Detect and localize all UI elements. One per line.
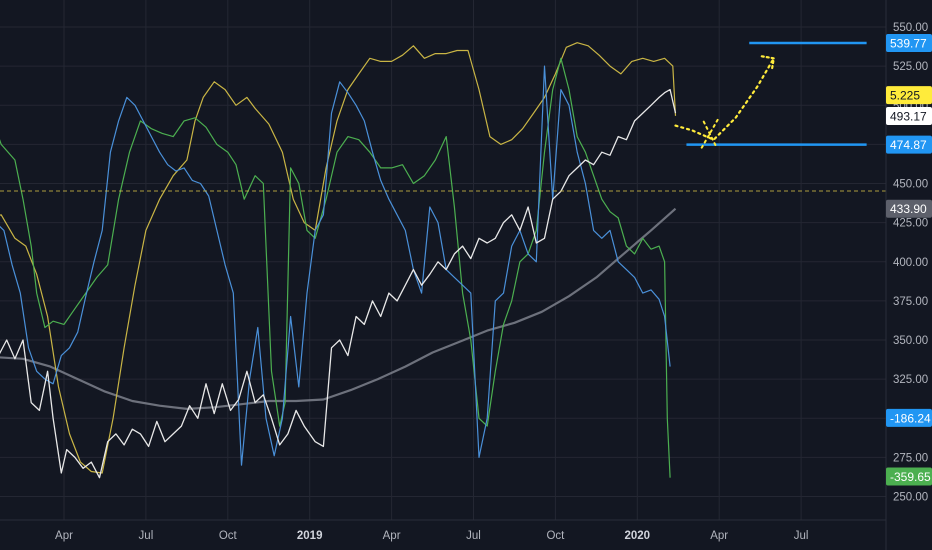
time-tick-label: Apr	[710, 530, 728, 542]
price-label-badge: -359.65	[886, 467, 932, 486]
series-line-green	[0, 57, 671, 478]
price-label-text: 474.87	[890, 138, 927, 152]
price-label-text: -186.24	[890, 411, 931, 425]
price-tick-label: 525.00	[893, 61, 928, 73]
time-tick-label: Apr	[383, 530, 401, 542]
time-tick-label: 2019	[297, 530, 323, 542]
time-tick-label: Jul	[139, 530, 154, 542]
price-tick-label: 550.00	[893, 22, 928, 34]
time-tick-label: Oct	[219, 530, 238, 542]
price-tick-label: 375.00	[893, 296, 928, 308]
price-label-box	[886, 86, 932, 105]
time-tick-label: Apr	[55, 530, 73, 542]
time-tick-label: Oct	[546, 530, 565, 542]
price-tick-label: 450.00	[893, 179, 928, 191]
time-tick-label: Jul	[794, 530, 809, 542]
price-label-box	[886, 135, 932, 154]
price-label-badge: 493.17	[886, 106, 932, 125]
time-axis[interactable]: Apr Jul Oct 2019 Apr Jul Oct 2020 Apr Jul	[55, 530, 808, 542]
series-layer	[0, 42, 677, 479]
series-line-sma	[0, 207, 677, 410]
price-label-text: 5.225	[890, 89, 920, 103]
price-label-box	[886, 34, 932, 53]
projection-arrowhead	[760, 55, 776, 72]
projection-path	[674, 57, 775, 142]
time-tick-label: 2020	[625, 530, 651, 542]
price-tick-label: 325.00	[893, 374, 928, 386]
price-label-text: 493.17	[890, 109, 927, 123]
price-label-badge: 474.87	[886, 135, 932, 154]
price-labels: 539.77 5.225 493.17 474.87 433.90 -186.24 -359…	[886, 34, 932, 486]
series-line-blue	[0, 65, 671, 466]
price-label-box	[886, 106, 932, 125]
price-tick-label: 400.00	[893, 257, 928, 269]
price-label-badge: 433.90	[886, 199, 932, 218]
series-line-price	[0, 88, 677, 479]
price-label-text: 433.90	[890, 202, 927, 216]
price-tick-label: 275.00	[893, 452, 928, 464]
levels-layer	[0, 41, 886, 192]
grid-lines	[0, 0, 886, 520]
projection-cross	[700, 118, 719, 149]
price-label-box	[886, 467, 932, 486]
price-label-badge: -186.24	[886, 408, 932, 427]
price-tick-label: 425.00	[893, 218, 928, 230]
price-label-badge: 5.225	[886, 86, 932, 105]
series-line-yellow	[0, 42, 677, 474]
time-tick-label: Jul	[466, 530, 481, 542]
price-label-text: 539.77	[890, 37, 927, 51]
projection-layer	[674, 55, 776, 149]
price-label-text: -359.65	[890, 470, 931, 484]
price-label-box	[886, 408, 932, 427]
price-tick-label: 350.00	[893, 335, 928, 347]
price-tick-label: 250.00	[893, 492, 928, 504]
price-label-box	[886, 199, 932, 218]
price-label-badge: 539.77	[886, 34, 932, 53]
